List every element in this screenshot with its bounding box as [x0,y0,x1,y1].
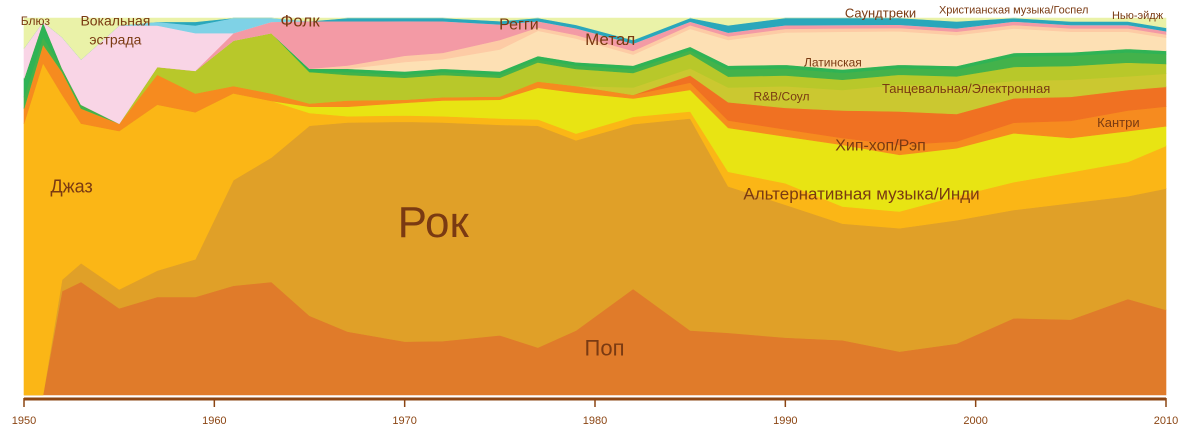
series-label: Кантри [1097,115,1139,130]
area-16 [23,17,1167,60]
series-label: Поп [585,336,625,361]
series-label: Фолк [280,11,320,30]
x-tick-label: 2000 [963,415,987,427]
genre-labels: Поп Рок Джаз Альтернативная музыка/Инди Кант… [21,4,1164,360]
series-label: эстрада [89,31,141,47]
series-label: Блюз [21,14,51,28]
series-label: Джаз [50,176,92,196]
series-label: Рок [398,198,470,247]
series-label: Хип-хоп/Рэп [835,137,926,154]
x-tick-label: 1970 [392,415,416,427]
x-tick-label: 1980 [583,415,607,427]
x-axis: 1950 1960 1970 1980 1990 2000 2010 [12,397,1178,427]
series-label: Нью-эйдж [1112,10,1164,22]
series-label: Христианская музыка/Госпел [939,4,1089,16]
series-label: Метал [585,30,635,49]
x-tick-label: 1960 [202,415,226,427]
x-tick-label: 1950 [12,415,36,427]
genre-areas [23,17,1167,396]
x-tick-label: 1990 [773,415,797,427]
series-label: Саундтреки [845,6,916,21]
series-label: R&B/Соул [754,89,810,103]
series-label: Латинская [804,55,862,69]
series-label: Альтернативная музыка/Инди [743,185,979,204]
series-label: Регги [499,17,538,34]
series-label: Танцевальная/Электронная [882,81,1050,96]
series-label: Вокальная [80,13,150,29]
x-tick-label: 2010 [1154,415,1178,427]
